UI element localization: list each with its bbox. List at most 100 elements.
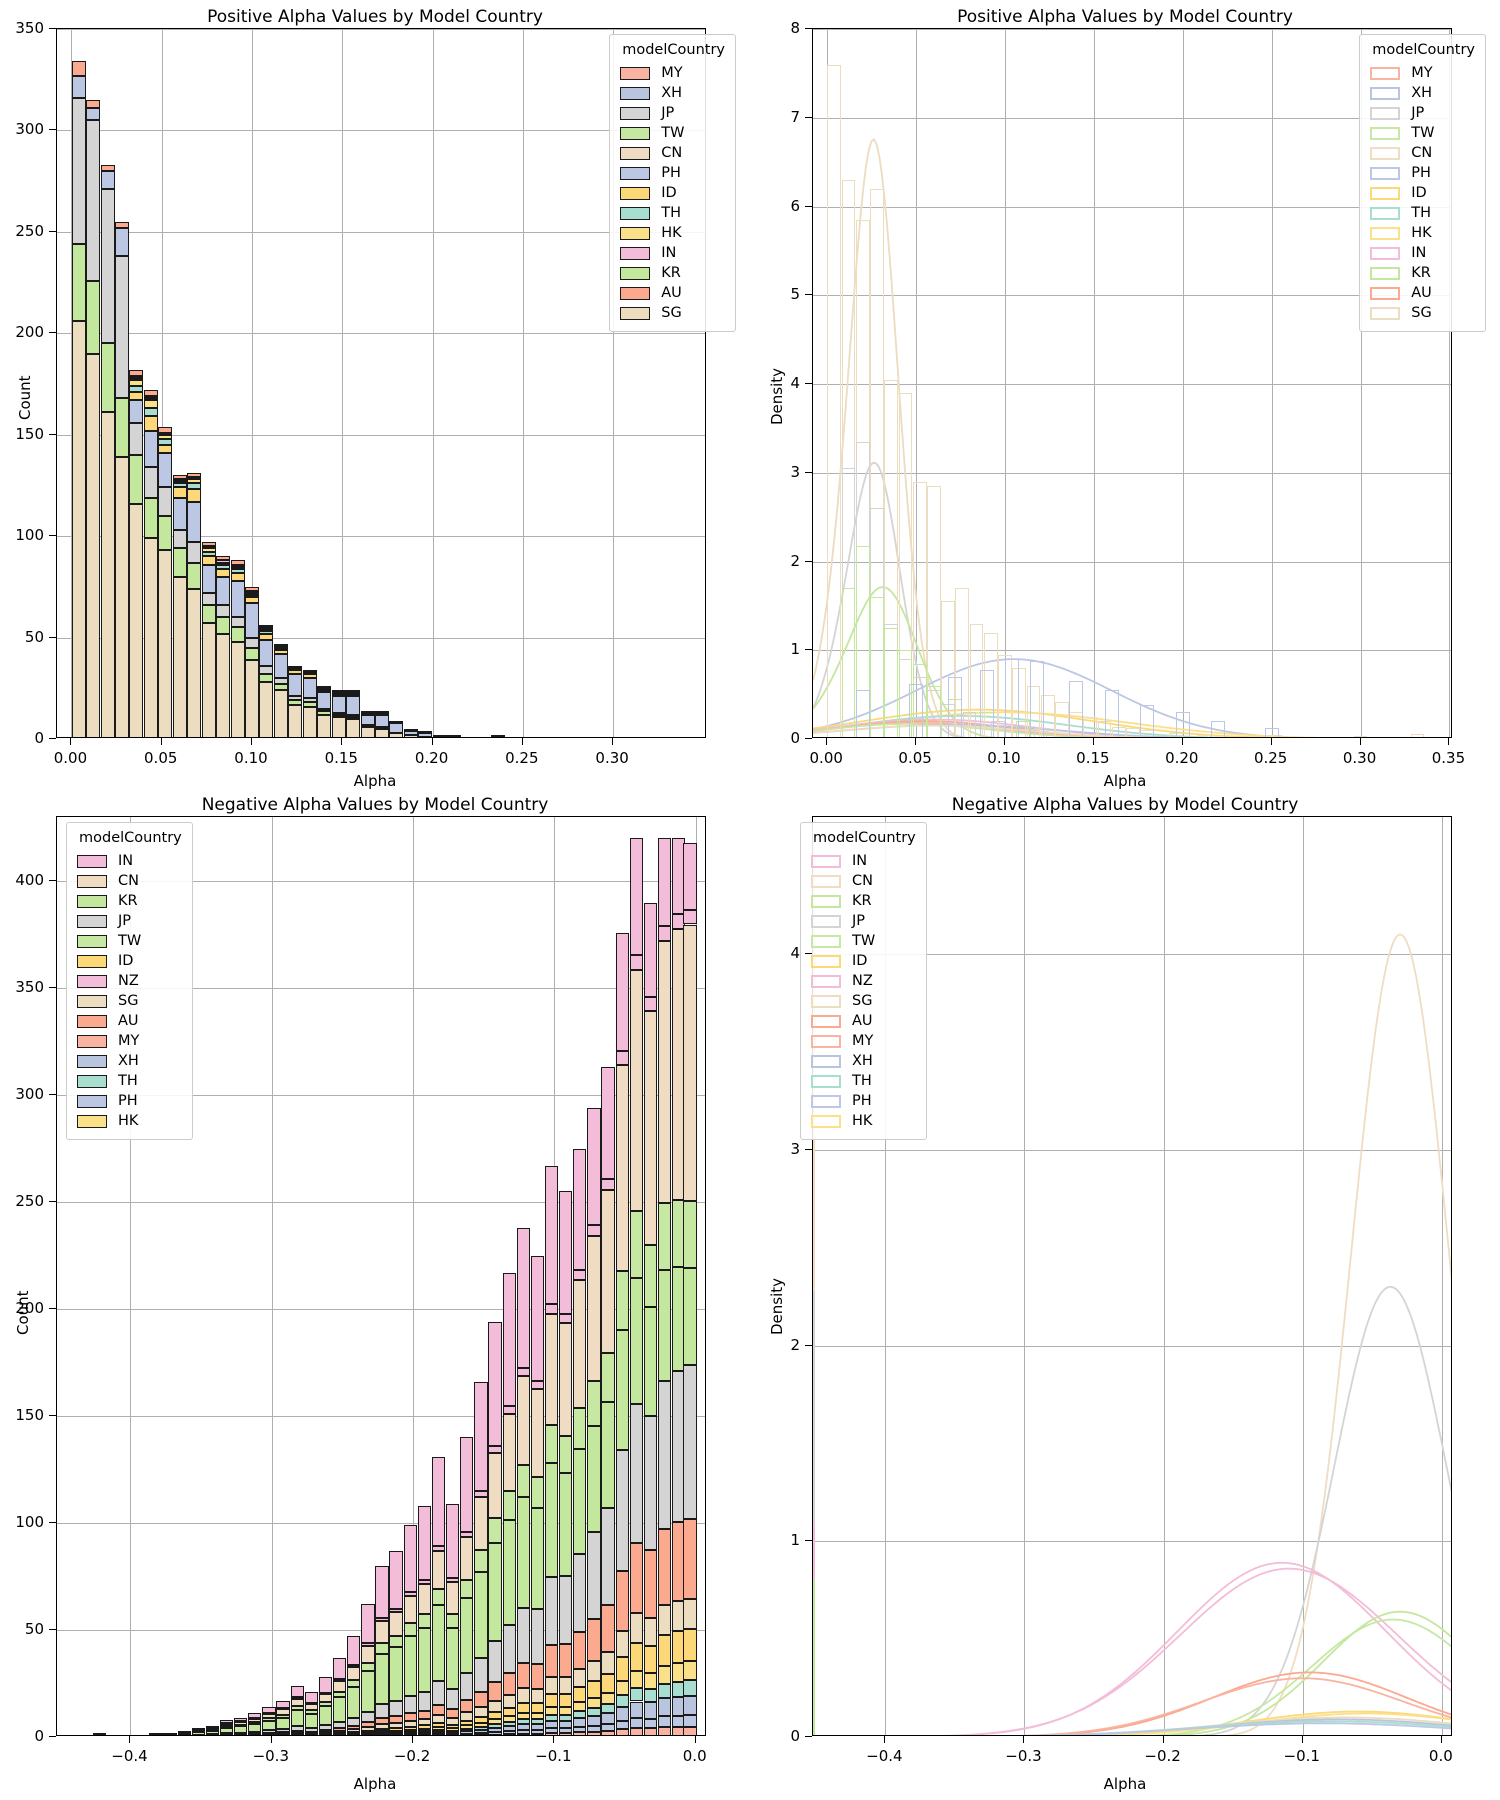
legend-item-tw[interactable]: TW — [1370, 123, 1475, 143]
legend-item-sg[interactable]: SG — [77, 991, 182, 1011]
legend-negative-count[interactable]: modelCountry IN CN KR JP TW ID NZ SG AU MY XH TH PH H… — [66, 822, 193, 1140]
legend-item-ph[interactable]: PH — [1370, 163, 1475, 183]
legend-item-th[interactable]: TH — [620, 203, 725, 223]
histogram-bar-segment — [78, 1734, 92, 1735]
legend-positive-count[interactable]: modelCountry MY XH JP TW CN PH ID TH HK IN KR AU SG — [609, 34, 736, 332]
legend-item-jp[interactable]: JP — [77, 911, 182, 931]
histogram-bar-segment — [683, 1201, 697, 1268]
histogram-bar-segment — [643, 1416, 658, 1551]
histogram-bar-segment — [629, 838, 643, 955]
legend-item-th[interactable]: TH — [1370, 203, 1475, 223]
legend-item-label: TW — [852, 932, 876, 949]
histogram-bar-segment — [629, 1211, 643, 1278]
legend-item-cn[interactable]: CN — [77, 871, 182, 891]
legend-item-id[interactable]: ID — [1370, 183, 1475, 203]
histogram-bar-segment — [230, 580, 245, 618]
legend-item-my[interactable]: MY — [811, 1031, 916, 1051]
histogram-bar-segment — [403, 730, 418, 735]
legend-item-jp[interactable]: JP — [1370, 103, 1475, 123]
legend-item-ph[interactable]: PH — [620, 163, 725, 183]
histogram-bar-segment — [389, 722, 404, 733]
legend-item-id[interactable]: ID — [811, 951, 916, 971]
legend-item-kr[interactable]: KR — [620, 263, 725, 283]
kde-curve — [948, 1561, 1451, 1735]
histogram-bar-segment — [302, 678, 317, 699]
legend-item-cn[interactable]: CN — [811, 871, 916, 891]
legend-item-label: SG — [661, 304, 682, 321]
histogram-bar-segment — [544, 1304, 559, 1315]
histogram-bar-segment — [262, 1720, 276, 1731]
gridline-horizontal — [57, 29, 705, 30]
x-tick-mark — [884, 1736, 886, 1743]
histogram-bar-segment — [431, 1551, 446, 1589]
legend-item-label: AU — [118, 1012, 139, 1029]
legend-item-au[interactable]: AU — [811, 1011, 916, 1031]
legend-item-xh[interactable]: XH — [1370, 83, 1475, 103]
legend-negative-density[interactable]: modelCountry IN CN KR JP TW ID NZ SG AU MY XH TH PH H… — [800, 822, 927, 1140]
histogram-bar-segment — [100, 412, 115, 737]
x-tick-label: 0.10 — [987, 749, 1021, 767]
legend-item-my[interactable]: MY — [620, 63, 725, 83]
legend-item-nz[interactable]: NZ — [811, 971, 916, 991]
histogram-bar-segment — [544, 1645, 559, 1678]
legend-item-id[interactable]: ID — [77, 951, 182, 971]
legend-item-sg[interactable]: SG — [811, 991, 916, 1011]
legend-item-ph[interactable]: PH — [77, 1091, 182, 1111]
histogram-bar-segment — [657, 1716, 672, 1728]
x-tick-label: −0.3 — [1005, 1747, 1042, 1765]
legend-item-my[interactable]: MY — [77, 1031, 182, 1051]
legend-item-ph[interactable]: PH — [811, 1091, 916, 1111]
legend-item-xh[interactable]: XH — [77, 1051, 182, 1071]
histogram-bar-segment — [418, 730, 433, 733]
legend-item-au[interactable]: AU — [1370, 283, 1475, 303]
legend-swatch-icon — [811, 914, 841, 928]
histogram-bar-segment — [389, 1722, 403, 1728]
histogram-bar-segment — [573, 1702, 587, 1712]
legend-item-cn[interactable]: CN — [1370, 143, 1475, 163]
legend-item-in[interactable]: IN — [620, 243, 725, 263]
histogram-bar-segment — [276, 1734, 290, 1735]
legend-item-jp[interactable]: JP — [811, 911, 916, 931]
histogram-bar-segment — [431, 1733, 446, 1735]
gridline-vertical — [130, 817, 132, 1735]
legend-item-in[interactable]: IN — [811, 851, 916, 871]
legend-item-xh[interactable]: XH — [620, 83, 725, 103]
histogram-bar-segment — [244, 586, 260, 591]
histogram-bar-segment — [201, 542, 216, 547]
legend-item-hk[interactable]: HK — [620, 223, 725, 243]
legend-positive-density[interactable]: modelCountry MY XH JP TW CN PH ID TH HK IN KR AU SG — [1359, 34, 1486, 332]
legend-item-th[interactable]: TH — [77, 1071, 182, 1091]
histogram-bar-segment — [431, 1729, 446, 1732]
legend-item-nz[interactable]: NZ — [77, 971, 182, 991]
legend-item-sg[interactable]: SG — [620, 303, 725, 323]
histogram-bar-segment — [530, 1729, 545, 1734]
legend-item-tw[interactable]: TW — [811, 931, 916, 951]
legend-item-au[interactable]: AU — [77, 1011, 182, 1031]
legend-item-in[interactable]: IN — [1370, 243, 1475, 263]
legend-item-my[interactable]: MY — [1370, 63, 1475, 83]
legend-item-jp[interactable]: JP — [620, 103, 725, 123]
legend-item-kr[interactable]: KR — [1370, 263, 1475, 283]
legend-item-tw[interactable]: TW — [620, 123, 725, 143]
legend-item-xh[interactable]: XH — [811, 1051, 916, 1071]
histogram-bar-segment — [230, 627, 245, 642]
histogram-bar-segment — [158, 452, 173, 488]
step-histogram-bin — [1111, 726, 1126, 737]
legend-item-tw[interactable]: TW — [77, 931, 182, 951]
legend-item-id[interactable]: ID — [620, 183, 725, 203]
legend-item-th[interactable]: TH — [811, 1071, 916, 1091]
legend-item-kr[interactable]: KR — [77, 891, 182, 911]
legend-item-hk[interactable]: HK — [811, 1111, 916, 1131]
legend-item-cn[interactable]: CN — [620, 143, 725, 163]
y-tick-mark — [49, 332, 56, 334]
x-axis-label: Alpha — [1103, 772, 1147, 790]
step-histogram-bin — [870, 597, 884, 737]
legend-item-in[interactable]: IN — [77, 851, 182, 871]
legend-item-au[interactable]: AU — [620, 283, 725, 303]
legend-item-sg[interactable]: SG — [1370, 303, 1475, 323]
y-tick-label: 200 — [15, 323, 44, 342]
legend-item-label: XH — [1411, 84, 1433, 101]
legend-item-kr[interactable]: KR — [811, 891, 916, 911]
legend-item-hk[interactable]: HK — [1370, 223, 1475, 243]
legend-item-hk[interactable]: HK — [77, 1111, 182, 1131]
